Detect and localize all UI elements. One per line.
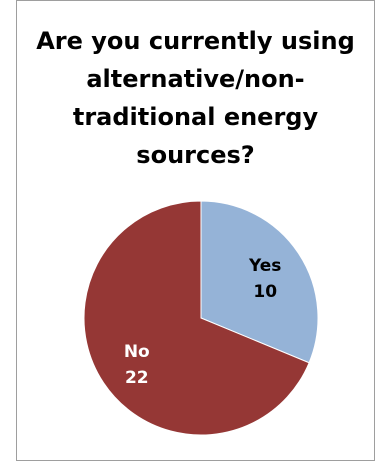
- chart-title: Are you currently using alternative/non-…: [16, 22, 375, 174]
- slice-value-label: 10: [253, 282, 277, 302]
- title-line: Are you currently using: [36, 27, 355, 55]
- pie-slice-yes: [200, 200, 319, 364]
- title-line: sources?: [136, 141, 255, 169]
- pie-slice-no: [83, 200, 310, 436]
- slice-category-label: Yes: [248, 256, 281, 276]
- title-line: traditional energy: [72, 103, 319, 131]
- slice-category-label: No: [124, 342, 150, 362]
- slice-value-label: 22: [125, 368, 149, 388]
- title-line: alternative/non-: [86, 65, 305, 93]
- pie-labels: Yes 10 No 22: [124, 256, 282, 388]
- pie-slices: [83, 200, 319, 436]
